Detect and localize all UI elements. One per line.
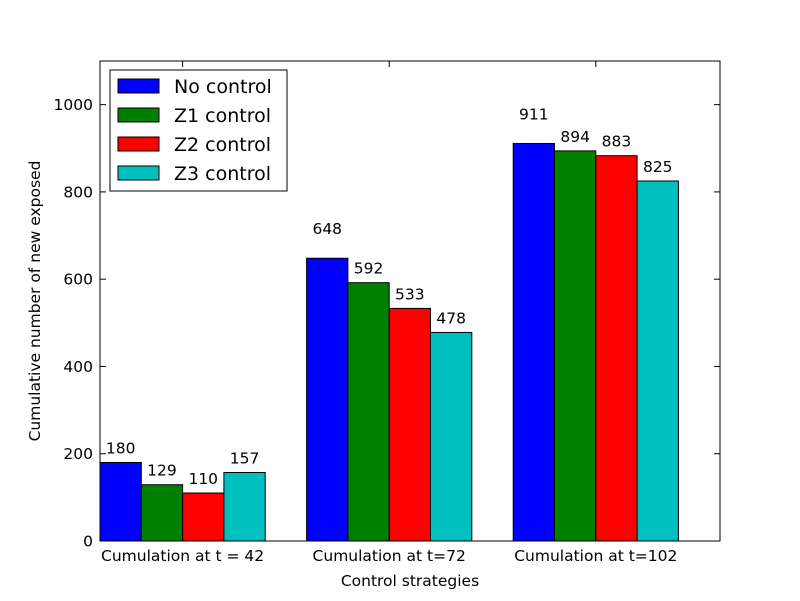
x-tick-label: Cumulation at t=102 [514,547,677,565]
legend-swatch [117,107,160,123]
bar-z2-control-2 [388,307,432,542]
value-label: 883 [602,133,632,151]
bar-no-control-2 [306,257,349,542]
y-axis-title: Cumulative number of new exposed [26,161,44,442]
plot-frame [99,60,721,542]
y-axis: 0 200 400 600 800 1000 [54,96,720,551]
legend-swatch [117,78,160,94]
bar-no-control-3 [512,142,556,542]
legend-label: Z1 control [174,105,271,127]
legend-swatch [117,165,160,181]
y-tick-label: 800 [63,183,93,201]
bar-z3-control-3 [636,180,679,542]
value-label: 648 [312,220,342,238]
bar-z1-control-2 [347,282,390,542]
y-tick-label: 400 [63,358,93,376]
legend: No control Z1 control Z2 control Z3 control [109,69,288,192]
y-tick-label: 600 [63,271,93,289]
x-tick-label: Cumulation at t = 42 [101,547,264,565]
value-labels-layer: 180 648 911 129 592 894 110 533 883 157 478 825 [106,105,673,488]
bar-z1-control-1 [140,484,184,542]
y-tick-label: 0 [83,533,93,551]
legend-label: No control [174,76,272,98]
bar-z1-control-3 [554,150,597,542]
bar-no-control-1 [99,461,142,542]
x-tick-label: Cumulation at t=72 [313,547,466,565]
bar-z2-control-3 [595,155,638,542]
value-label: 592 [354,260,384,278]
bar-z3-control-1 [223,471,266,542]
bar-z2-control-1 [182,492,225,542]
bars-layer [99,142,679,542]
value-label: 911 [519,105,549,123]
value-label: 157 [230,449,260,467]
value-label: 825 [643,158,673,176]
legend-swatch [117,136,160,152]
x-axis: Cumulation at t = 42 Cumulation at t=72 Cu… [101,61,677,565]
value-label: 894 [560,128,590,146]
y-tick-label: 1000 [54,96,93,114]
x-axis-title: Control strategies [341,572,479,590]
value-label: 533 [395,285,425,303]
value-label: 478 [436,309,466,327]
value-label: 129 [147,462,177,480]
legend-label: Z3 control [174,163,271,185]
legend-label: Z2 control [174,134,271,156]
bar-z3-control-2 [430,331,473,542]
y-tick-label: 200 [63,445,93,463]
value-label: 110 [188,470,218,488]
value-label: 180 [106,439,136,457]
